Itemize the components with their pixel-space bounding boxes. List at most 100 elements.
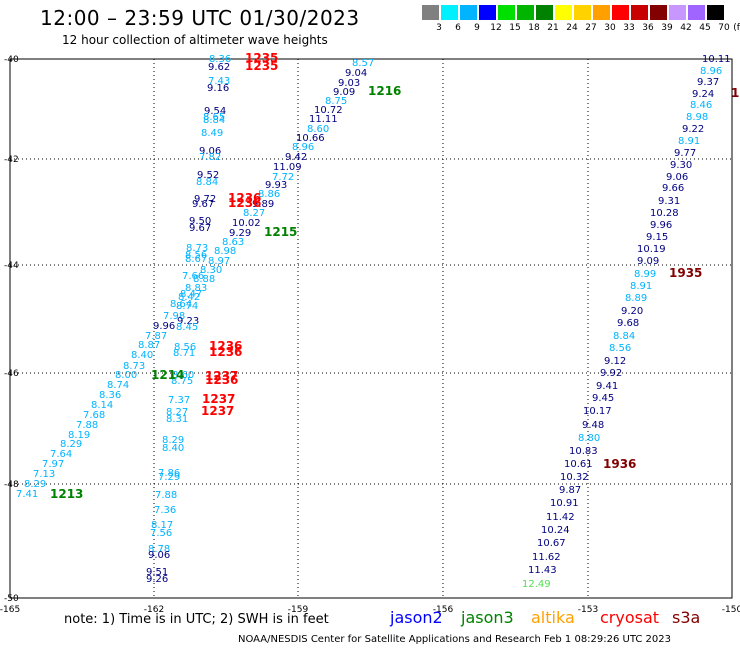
wave-height-label: 10.17: [583, 406, 612, 417]
scale-swatch: [422, 5, 439, 20]
wave-height-label: 9.77: [674, 148, 696, 159]
wave-height-label: 7.68: [83, 410, 105, 421]
satellite-legend-cryosat: cryosat: [600, 608, 660, 627]
satellite-legend-jason3: jason3: [461, 608, 514, 627]
wave-height-label: 8.87: [138, 340, 160, 351]
lon-tick-label: -162: [144, 605, 164, 615]
wave-height-label: 8.98: [686, 112, 708, 123]
wave-height-label: 9.92: [600, 368, 622, 379]
pass-time-label: 1214: [151, 368, 184, 382]
pass-time-label: 1236: [205, 373, 238, 387]
wave-height-label: 8.57: [352, 58, 374, 69]
wave-height-label: 8.84: [613, 331, 635, 342]
scale-swatch: [536, 5, 553, 20]
wave-height-label: 9.67: [192, 199, 214, 210]
pass-time-label: 1237: [205, 369, 238, 383]
pass-time-label: 1935: [669, 266, 702, 280]
scale-label: 24: [566, 23, 578, 33]
scale-label: 70: [718, 23, 730, 33]
pass-time-label: 1235: [245, 51, 278, 65]
pass-time-label: 1235: [245, 59, 278, 73]
scale-swatch: [612, 5, 629, 20]
wave-height-label: 9.20: [621, 306, 643, 317]
wave-height-label: 9.54: [204, 106, 226, 117]
wave-height-label: 9.62: [208, 62, 230, 73]
wave-height-label: 8.27: [166, 407, 188, 418]
wave-height-label: 8.29: [162, 435, 184, 446]
wave-height-label: 9.42: [285, 152, 307, 163]
wave-height-label: 9.96: [153, 321, 175, 332]
wave-height-label: 7.87: [145, 331, 167, 342]
wave-height-label: 8.73: [186, 243, 208, 254]
wave-height-label: 7.43: [208, 76, 230, 87]
scale-label: 42: [680, 23, 692, 33]
wave-height-label: 8.91: [630, 281, 652, 292]
scale-swatch: [441, 5, 458, 20]
page-subtitle: 12 hour collection of altimeter wave hei…: [62, 33, 328, 47]
scale-label: 27: [585, 23, 597, 33]
map-frame: [9, 58, 733, 599]
scale-swatch: [650, 5, 667, 20]
wave-height-label: 8.86: [258, 189, 280, 200]
wave-height-label: 7.98: [163, 311, 185, 322]
wave-height-label: 8.29: [60, 439, 82, 450]
scale-swatch: [555, 5, 572, 20]
wave-height-label: 8.84: [196, 177, 218, 188]
lon-tick-label: -153: [578, 605, 598, 615]
lat-tick-label: -42: [4, 155, 19, 165]
wave-height-label: 7.88: [76, 420, 98, 431]
lon-tick-label: -159: [288, 605, 309, 615]
wave-height-label: 10.67: [537, 538, 566, 549]
wave-height-label: 8.84: [203, 115, 225, 126]
wave-height-label: 8.98: [214, 246, 236, 257]
wave-height-label: 8.36: [209, 54, 231, 65]
wave-height-label: 8.14: [91, 400, 113, 411]
wave-height-label: 8.49: [201, 128, 223, 139]
wave-height-label: 9.29: [229, 228, 251, 239]
wave-height-label: 10.61: [564, 459, 593, 470]
wave-height-label: 8.78: [148, 544, 170, 555]
wave-height-label: 8.60: [172, 370, 194, 381]
scale-swatch: [460, 5, 477, 20]
wave-height-label: 9.67: [189, 223, 211, 234]
wave-height-label: 8.56: [609, 343, 631, 354]
wave-height-label: 11.43: [528, 565, 557, 576]
scale-label: 3: [436, 23, 442, 33]
lon-tick-label: -156: [433, 605, 454, 615]
scale-swatch: [669, 5, 686, 20]
wave-height-label: 7.88: [155, 490, 177, 501]
scale-label: 15: [509, 23, 521, 33]
wave-height-label: 8.36: [99, 390, 121, 401]
wave-height-label: 7.56: [150, 528, 172, 539]
wave-height-label: 10.32: [560, 472, 589, 483]
pass-time-label: 1237: [202, 392, 235, 406]
wave-height-label: 8.89: [625, 293, 647, 304]
scale-swatch: [688, 5, 705, 20]
scale-swatch: [574, 5, 591, 20]
wave-height-label: 8.96: [700, 66, 722, 77]
scale-label: 33: [623, 23, 635, 33]
pass-time-label: 1215: [264, 225, 297, 239]
wave-height-label: 8.19: [68, 430, 90, 441]
wave-height-label: 10.66: [296, 133, 325, 144]
wave-height-label: 11.62: [532, 552, 561, 563]
wave-height-label: 9.31: [658, 196, 680, 207]
scale-label: 39: [661, 23, 673, 33]
footnote: note: 1) Time is in UTC; 2) SWH is in fe…: [64, 612, 329, 627]
wave-height-label: 9.06: [148, 550, 170, 561]
wave-height-label: 10.83: [569, 446, 598, 457]
scale-swatch: [707, 5, 724, 20]
wave-height-label: 9.03: [338, 78, 360, 89]
satellite-legend-s3a: s3a: [672, 608, 701, 627]
wave-height-label: 7.13: [33, 469, 55, 480]
wave-height-label: 7.36: [154, 505, 176, 516]
wave-height-label: 10.91: [550, 498, 579, 509]
wave-height-label: 8.40: [162, 443, 184, 454]
scale-label: 12: [490, 23, 502, 33]
wave-height-label: 9.16: [207, 83, 229, 94]
wave-height-label: 9.48: [582, 420, 604, 431]
wave-height-label: 8.71: [173, 348, 195, 359]
wave-height-label: 9.45: [592, 393, 614, 404]
wave-height-label: 8.63: [222, 237, 244, 248]
wave-height-label: 9.41: [596, 381, 618, 392]
